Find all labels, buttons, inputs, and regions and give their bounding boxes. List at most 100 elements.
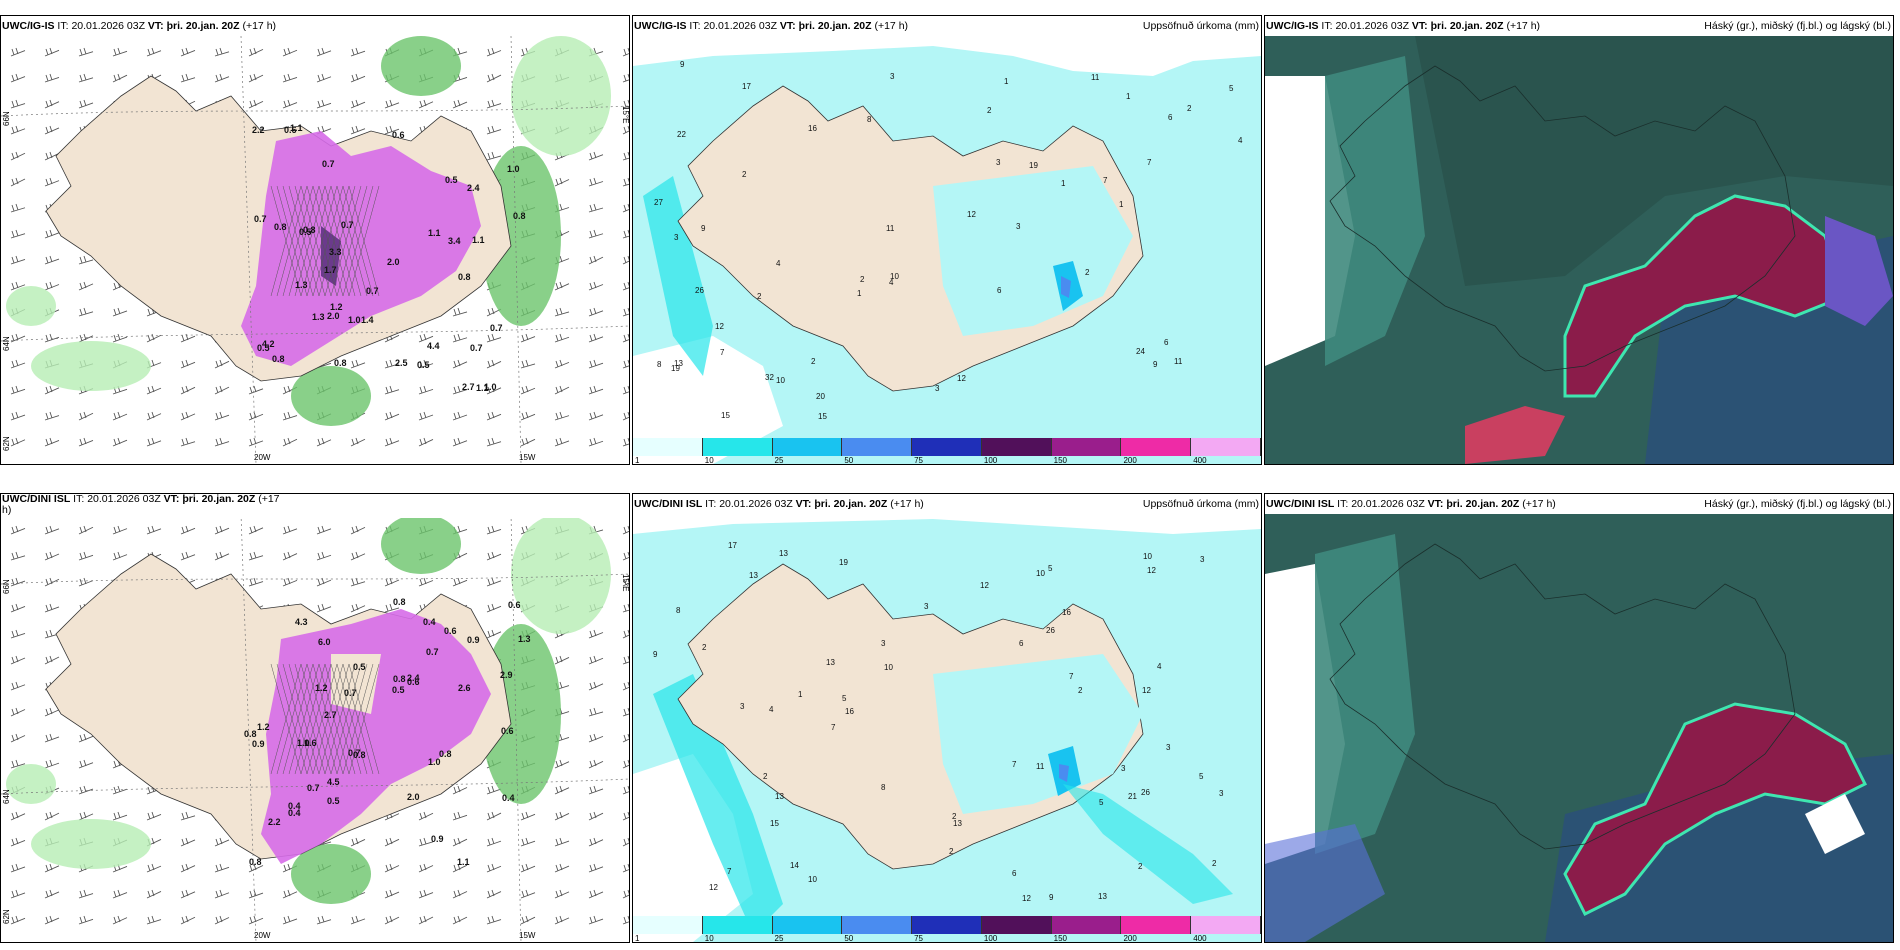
legend-swatch (1121, 916, 1192, 934)
wind-barb (622, 203, 629, 213)
value-label: 10 (1036, 569, 1045, 578)
magenta-precip-area (261, 609, 491, 864)
value-label: 19 (671, 364, 680, 373)
legend-swatch (633, 916, 703, 934)
panel-header: UWC/DINI ISL IT: 20.01.2026 03Z VT: þri.… (1, 494, 629, 518)
legend-swatch (981, 916, 1052, 934)
wind-barb (622, 151, 629, 161)
vt-value: þri. 20.jan. 20Z (814, 498, 888, 510)
value-label: 2.0 (327, 311, 340, 321)
value-label: 6 (1012, 869, 1017, 878)
lon-label-15w: 15W (519, 931, 536, 940)
value-label: 0.8 (513, 211, 526, 221)
precip-map: 2148202217111916157192111361123231223101… (633, 36, 1261, 464)
value-label: 8 (881, 783, 886, 792)
value-label: 2 (1085, 268, 1090, 277)
wind-value-labels: 0.90.71.00.52.20.82.02.42.74.54.31.20.81… (244, 597, 531, 867)
wind-barb (554, 785, 570, 795)
value-label: 12 (1147, 566, 1156, 575)
wind-barb (112, 47, 128, 57)
value-label: 19 (1029, 161, 1038, 170)
value-label: 2.4 (467, 183, 480, 193)
value-label: 0.5 (353, 662, 366, 672)
value-label: 2.0 (387, 257, 400, 267)
hatch-line (336, 185, 368, 297)
wind-barb (78, 255, 94, 265)
wind-barb (180, 837, 196, 847)
wind-barb (44, 811, 60, 821)
wind-barb (10, 655, 26, 665)
wind-barb (282, 915, 298, 925)
value-label: 3 (740, 702, 745, 711)
wind-barb (214, 551, 230, 561)
lat-label-62: 62N (2, 436, 11, 451)
legend-tick: 50 (844, 456, 854, 465)
value-label: 1.7 (324, 265, 337, 275)
value-label: 2 (811, 357, 816, 366)
value-label: 1 (1061, 179, 1066, 188)
value-label: 6.0 (318, 637, 331, 647)
value-label: 11 (1036, 762, 1045, 771)
wind-barb (44, 889, 60, 899)
wind-barb (622, 551, 629, 561)
wind-barb (146, 863, 162, 873)
wind-barb (10, 629, 26, 639)
value-label: 1.0 (348, 315, 361, 325)
vt-value: þri. 20.jan. 20Z (182, 493, 256, 505)
wind-barb (112, 525, 128, 535)
wind-barb (350, 73, 366, 83)
wind-barb (486, 551, 502, 561)
value-label: 13 (1098, 892, 1107, 901)
wind-barb (588, 411, 604, 421)
value-label: 0.8 (303, 225, 316, 235)
value-label: 3 (1016, 222, 1021, 231)
legend-swatch (702, 438, 773, 456)
cross-hatch (270, 185, 380, 297)
it-label: IT: (689, 20, 701, 32)
legend-tick: 100 (983, 934, 998, 943)
legend-tick: 75 (914, 934, 924, 943)
legend-swatch (842, 916, 913, 934)
wind-barb (588, 333, 604, 343)
lon-label-20w: 20W (254, 931, 271, 940)
field-title: Háský (gr.), miðský (fj.bl.) og lágský (… (1704, 20, 1891, 32)
panel-ig-is-wind: UWC/IG-IS IT: 20.01.2026 03Z VT: þri. 20… (0, 15, 630, 465)
wind-map: 0.90.71.00.52.20.82.02.42.74.54.31.20.81… (1, 514, 629, 942)
wind-barb (486, 785, 502, 795)
wind-barb (622, 229, 629, 239)
value-label: 9 (1049, 893, 1054, 902)
legend-tick: 150 (1053, 456, 1068, 465)
wind-barb (10, 177, 26, 187)
value-label: 1 (798, 690, 803, 699)
value-label: 7 (720, 348, 725, 357)
value-label: 19 (839, 558, 848, 567)
wind-barb (78, 759, 94, 769)
wind-barb (44, 73, 60, 83)
wind-barb (384, 125, 400, 135)
hatch-line (342, 663, 374, 775)
wind-barb (554, 307, 570, 317)
wind-barb (622, 785, 629, 795)
magenta-precip-area (241, 131, 481, 366)
model-name: UWC/IG-IS (1266, 20, 1319, 32)
wind-barb (622, 577, 629, 587)
wind-barb (78, 437, 94, 447)
wind-barb (486, 125, 502, 135)
wind-map: 0.70.50.60.81.00.71.41.72.03.4 1.10.62.22… (1, 36, 629, 464)
value-label: 3 (1200, 555, 1205, 564)
wind-barb (44, 125, 60, 135)
wind-barb (384, 99, 400, 109)
value-label: 0.7 (254, 214, 267, 224)
wind-barb (452, 915, 468, 925)
panel-header: UWC/DINI ISL IT: 20.01.2026 03Z VT: þri.… (633, 494, 1261, 514)
value-label: 3 (1219, 789, 1224, 798)
wind-barb (112, 785, 128, 795)
wind-barb (554, 437, 570, 447)
value-label: 0.7 (322, 159, 335, 169)
wind-barb (418, 889, 434, 899)
value-label: 6 (1168, 113, 1173, 122)
wind-barb (622, 733, 629, 743)
legend-swatch (1121, 438, 1192, 456)
graticule (1, 514, 629, 942)
wind-barb (44, 437, 60, 447)
